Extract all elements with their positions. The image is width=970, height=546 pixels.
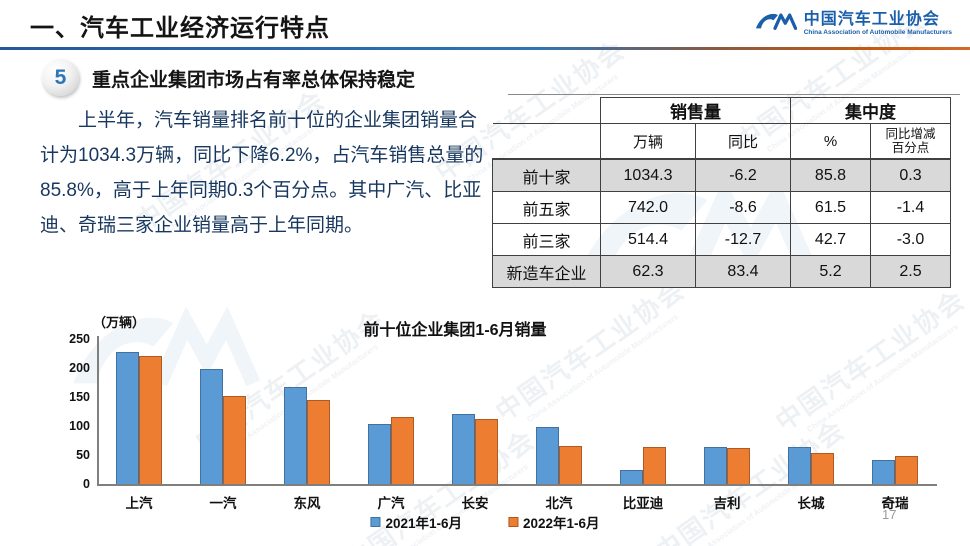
table-cell: 742.0 bbox=[600, 191, 696, 224]
table-cell: 1034.3 bbox=[600, 158, 696, 192]
bar-series1 bbox=[368, 424, 391, 484]
table-row-label: 前五家 bbox=[492, 191, 601, 224]
table-cell: -3.0 bbox=[870, 223, 951, 256]
bar-series1 bbox=[704, 446, 727, 484]
category-label: 长安 bbox=[461, 496, 489, 511]
legend-swatch bbox=[370, 517, 381, 527]
cam-logo-icon bbox=[753, 8, 797, 39]
legend-label: 2022年1-6月 bbox=[523, 516, 600, 531]
section-heading: 重点企业集团市场占有率总体保持稳定 bbox=[92, 70, 416, 91]
bar-series1 bbox=[284, 387, 307, 484]
table-row: 前三家 514.4 -12.7 42.7 -3.0 bbox=[492, 223, 951, 256]
category-label: 北汽 bbox=[545, 496, 573, 511]
category-label: 上汽 bbox=[125, 496, 153, 511]
bar-series2 bbox=[895, 456, 918, 484]
bar-series1 bbox=[536, 426, 559, 484]
org-logo: 中国汽车工业协会 China Association of Automobile… bbox=[753, 8, 952, 39]
bar-series2 bbox=[727, 448, 750, 484]
table-group-header-sales: 销售量 bbox=[600, 97, 791, 124]
table-cell: -6.2 bbox=[695, 158, 791, 192]
y-tick-label: 150 bbox=[69, 390, 90, 404]
category-label: 广汽 bbox=[377, 496, 405, 511]
table-cell: 83.4 bbox=[695, 255, 791, 288]
bar-series2 bbox=[307, 399, 330, 484]
table-subheader: % bbox=[790, 123, 871, 160]
header-divider bbox=[0, 47, 970, 50]
table-subheader: 同比增减百分点 bbox=[870, 123, 951, 160]
bar-series2 bbox=[391, 417, 414, 484]
table-cell: 85.8 bbox=[790, 158, 871, 192]
table-group-header-concentration: 集中度 bbox=[790, 97, 951, 124]
legend-item: 2021年1-6月 bbox=[370, 512, 462, 532]
org-logo-text: 中国汽车工业协会 China Association of Automobile… bbox=[804, 11, 952, 36]
table-subheader: 同比 bbox=[695, 123, 791, 160]
table-cell: 5.2 bbox=[790, 255, 871, 288]
y-tick-label: 50 bbox=[76, 448, 90, 462]
y-tick-label: 0 bbox=[83, 477, 90, 491]
org-name-cn: 中国汽车工业协会 bbox=[803, 11, 940, 29]
y-tick-label: 200 bbox=[69, 361, 90, 375]
table-corner-cell bbox=[492, 97, 601, 124]
table-row-label: 新造车企业 bbox=[492, 255, 601, 288]
table-corner-cell bbox=[492, 123, 601, 160]
bar-series2 bbox=[643, 446, 666, 484]
market-share-table: 销售量 集中度 万辆 同比 % 同比增减百分点 前十家 1034.3 -6.2 85.… bbox=[492, 97, 951, 288]
category-label: 长城 bbox=[797, 496, 825, 511]
legend-item: 2022年1-6月 bbox=[508, 512, 600, 532]
table-cell: 2.5 bbox=[870, 255, 951, 288]
page-title: 一、汽车工业经济运行特点 bbox=[30, 15, 330, 42]
page-number: 17 bbox=[882, 507, 897, 522]
table-subheader: 万辆 bbox=[600, 123, 696, 160]
table-row: 前五家 742.0 -8.6 61.5 -1.4 bbox=[492, 191, 951, 224]
bar-chart: （万辆） 前十位企业集团1-6月销量 2021年1-6月 2022年1-6月 0 5… bbox=[0, 310, 970, 536]
chart-unit-label: （万辆） bbox=[93, 315, 146, 330]
table-cell: -1.4 bbox=[870, 191, 951, 224]
table-row: 前十家 1034.3 -6.2 85.8 0.3 bbox=[492, 158, 951, 192]
y-tick-label: 250 bbox=[69, 332, 90, 346]
x-axis-line bbox=[97, 484, 937, 486]
legend-label: 2021年1-6月 bbox=[385, 516, 462, 531]
chart-legend: 2021年1-6月 2022年1-6月 bbox=[370, 512, 600, 532]
org-name-en: China Association of Automobile Manufact… bbox=[803, 28, 952, 36]
table-row-label: 前十家 bbox=[492, 158, 601, 192]
bar-series2 bbox=[223, 395, 246, 484]
table-cell: 61.5 bbox=[790, 191, 871, 224]
category-label: 一汽 bbox=[209, 496, 237, 511]
section-heading-underline bbox=[508, 94, 960, 95]
category-label: 奇瑞 bbox=[881, 496, 909, 511]
bar-series2 bbox=[811, 453, 834, 484]
table-cell: 0.3 bbox=[870, 158, 951, 192]
section-number-badge: 5 bbox=[42, 59, 79, 96]
summary-paragraph: 上半年，汽车销量排名前十位的企业集团销量合计为1034.3万辆，同比下降6.2%… bbox=[40, 110, 484, 237]
table-row-label: 前三家 bbox=[492, 223, 601, 256]
bar-series1 bbox=[872, 459, 895, 484]
category-label: 东风 bbox=[293, 496, 321, 511]
category-label: 吉利 bbox=[713, 496, 741, 511]
table-cell: -12.7 bbox=[695, 223, 791, 256]
bar-series2 bbox=[475, 419, 498, 484]
category-label: 比亚迪 bbox=[622, 496, 664, 511]
legend-swatch bbox=[508, 517, 518, 527]
bar-series2 bbox=[139, 355, 162, 484]
bar-series1 bbox=[200, 369, 223, 484]
bar-series1 bbox=[620, 469, 643, 484]
bar-series1 bbox=[452, 413, 475, 484]
table-cell: 62.3 bbox=[600, 255, 696, 288]
bar-series1 bbox=[788, 447, 811, 484]
y-tick-label: 100 bbox=[69, 419, 90, 433]
table-row: 新造车企业 62.3 83.4 5.2 2.5 bbox=[492, 255, 951, 288]
chart-title: 前十位企业集团1-6月销量 bbox=[363, 322, 547, 339]
table-cell: -8.6 bbox=[695, 191, 791, 224]
bar-series1 bbox=[116, 352, 139, 484]
bar-series2 bbox=[559, 445, 582, 484]
table-cell: 42.7 bbox=[790, 223, 871, 256]
table-subheader-label: 同比增减百分点 bbox=[885, 126, 936, 155]
table-cell: 514.4 bbox=[600, 223, 696, 256]
y-axis-line bbox=[97, 336, 99, 484]
